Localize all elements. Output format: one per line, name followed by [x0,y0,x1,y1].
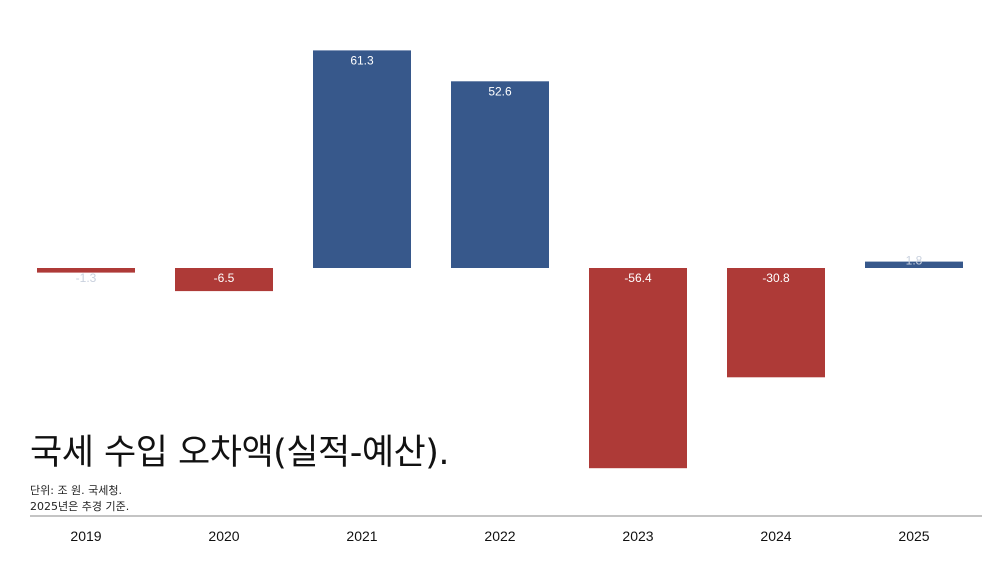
bar-2019 [37,268,135,273]
bar-2024 [727,268,825,378]
bar-2023 [589,268,687,469]
data-label-2021: 61.3 [350,53,374,67]
x-tick-label-2019: 2019 [70,528,101,544]
bar-2021 [313,50,411,269]
estimate-note: 2025년은 추경 기준. [30,500,130,513]
bar-2020 [175,268,273,292]
x-tick-label-2021: 2021 [346,528,377,544]
data-label-2024: -30.8 [762,271,790,285]
unit-source-note: 단위: 조 원. 국세청. [30,484,123,497]
x-tick-labels-group: 2019 2020 2021 2022 2023 2024 2025 [70,528,929,544]
data-label-2019: -1.3 [76,271,97,285]
data-label-2022: 52.6 [488,84,512,98]
x-tick-label-2025: 2025 [898,528,929,544]
chart-title: 국세 수입 오차액(실적-예산). [30,433,450,473]
x-tick-label-2023: 2023 [622,528,653,544]
x-tick-label-2020: 2020 [208,528,239,544]
data-labels-group: -1.3 -6.5 61.3 52.6 -56.4 -30.8 1.8 [76,53,923,285]
data-label-2020: -6.5 [214,271,235,285]
x-tick-label-2024: 2024 [760,528,791,544]
bars-group [37,50,963,469]
bar-2022 [451,81,549,268]
data-label-2025: 1.8 [906,254,923,268]
bar-2025 [865,261,963,268]
x-tick-label-2022: 2022 [484,528,515,544]
data-label-2023: -56.4 [624,271,652,285]
